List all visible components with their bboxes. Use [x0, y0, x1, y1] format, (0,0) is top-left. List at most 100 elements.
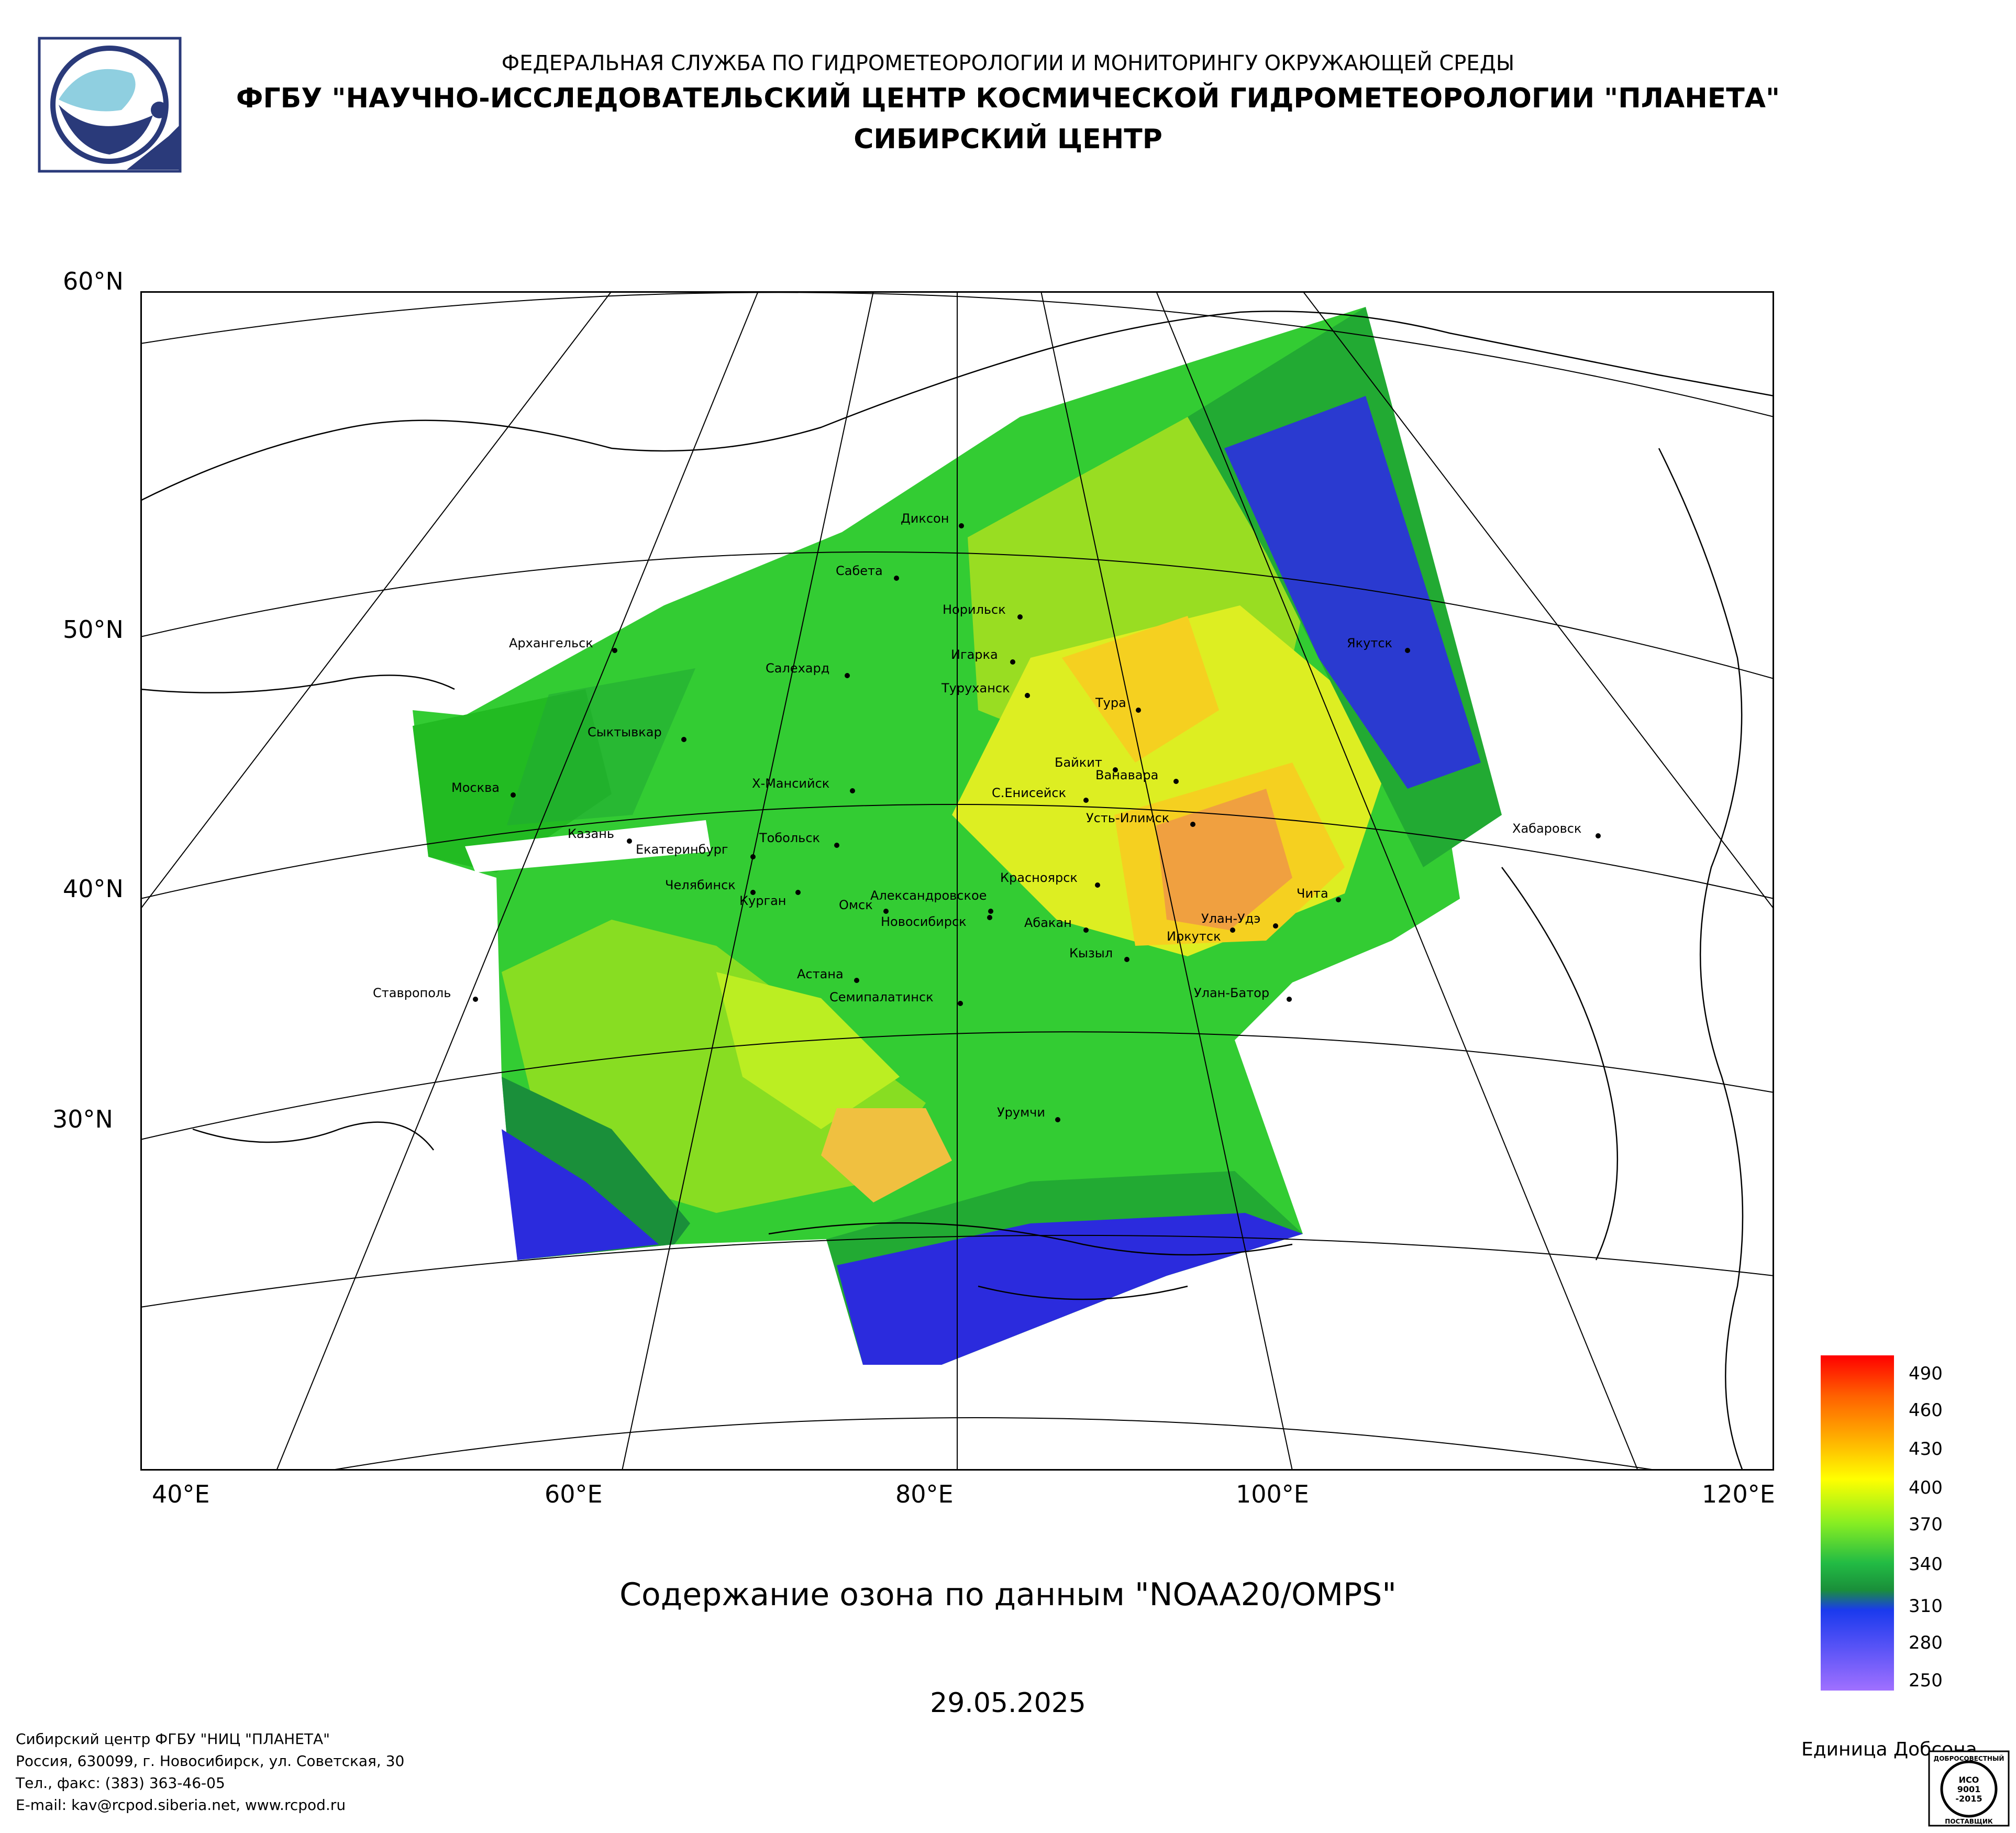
- legend-tick: 310: [1909, 1596, 1943, 1617]
- city-label: Красноярск: [1000, 870, 1078, 885]
- city-label: Игарка: [951, 647, 998, 662]
- city-label: Москва: [451, 780, 500, 795]
- city-chelyabinsk: Челябинск: [665, 878, 756, 895]
- city-dixon: Диксон: [901, 511, 964, 528]
- color-legend: 490 460 430 400 370 340 310 280 250: [1821, 1355, 1943, 1691]
- city-label: Архангельск: [509, 636, 593, 650]
- legend-tick: 460: [1909, 1400, 1943, 1421]
- map-date: 29.05.2025: [930, 1687, 1086, 1719]
- city-ekaterinburg: Екатеринбург: [636, 842, 756, 859]
- center-title: СИБИРСКИЙ ЦЕНТР: [854, 124, 1162, 155]
- city-kazan: Казань: [568, 826, 632, 844]
- svg-text:ДОБРОСОВЕСТНЫЙ: ДОБРОСОВЕСТНЫЙ: [1934, 1754, 2004, 1762]
- city-label: Сабета: [836, 564, 883, 578]
- lon-label-100: 100°E: [1236, 1480, 1309, 1508]
- city-label: Абакан: [1024, 915, 1072, 930]
- city-omsk: Омск: [839, 898, 889, 914]
- svg-text:ИСО: ИСО: [1959, 1775, 1979, 1785]
- iso-badge: ДОБРОСОВЕСТНЫЙ ИСО 9001 -2015 ПОСТАВЩИК: [1928, 1750, 2010, 1827]
- city-moscow: Москва: [451, 780, 516, 798]
- lat-label-30: 30°N: [52, 1105, 113, 1133]
- lon-label-120: 120°E: [1702, 1480, 1775, 1508]
- city-baykit: Байкит: [1055, 755, 1118, 772]
- city-stavropol: Ставрополь: [373, 986, 478, 1002]
- city-khabarovsk: Хабаровск: [1512, 821, 1601, 838]
- lat-label-50: 50°N: [63, 615, 124, 644]
- city-ust-ilimsk: Усть-Илимск: [1086, 811, 1195, 827]
- city-arkhangelsk: Архангельск: [509, 636, 617, 653]
- city-turukhansk: Туруханск: [941, 681, 1030, 698]
- city-label: Александровское: [870, 888, 987, 903]
- ozone-swath: [413, 307, 1502, 1365]
- city-label: Сыктывкар: [588, 725, 662, 739]
- legend-tick: 400: [1909, 1477, 1943, 1498]
- city-label: Тобольск: [759, 831, 820, 845]
- planeta-logo: [38, 37, 182, 173]
- city-label: Курган: [739, 893, 786, 908]
- legend-tick: 430: [1909, 1439, 1943, 1460]
- svg-text:-2015: -2015: [1955, 1794, 1982, 1804]
- city-yakutsk: Якутск: [1347, 636, 1410, 653]
- city-salekhard: Салехард: [766, 661, 850, 678]
- svg-text:ПОСТАВЩИК: ПОСТАВЩИК: [1945, 1818, 1993, 1825]
- city-label: Астана: [797, 967, 844, 981]
- legend-tick: 490: [1909, 1363, 1943, 1384]
- lat-label-60: 60°N: [63, 267, 124, 295]
- city-ulan-ude: Улан-Удэ: [1201, 911, 1278, 929]
- graticule: [140, 291, 1774, 1471]
- city-tobolsk: Тобольск: [759, 831, 839, 848]
- ozone-map: Диксон Сабета Норильск Архангельск Салех…: [140, 291, 1774, 1471]
- svg-text:9001: 9001: [1957, 1784, 1981, 1794]
- city-chita: Чита: [1297, 886, 1341, 902]
- city-ulan-bator: Улан-Батор: [1194, 986, 1292, 1002]
- city-khanty-mansiysk: Х-Мансийск: [752, 776, 855, 793]
- city-semipalatinsk: Семипалатинск: [829, 990, 963, 1006]
- city-aleksandrovskoe: Александровское: [870, 888, 993, 914]
- legend-tick: 340: [1909, 1554, 1943, 1575]
- city-markers: Диксон Сабета Норильск Архангельск Салех…: [373, 511, 1601, 1122]
- city-label: Иркутск: [1167, 929, 1221, 944]
- city-label: Байкит: [1055, 755, 1102, 770]
- city-irkutsk: Иркутск: [1167, 927, 1235, 944]
- city-abakan: Абакан: [1024, 915, 1089, 933]
- map-caption: Содержание озона по данным "NOAA20/OMPS": [619, 1576, 1397, 1613]
- city-tura: Тура: [1095, 695, 1141, 713]
- city-krasnoyarsk: Красноярск: [1000, 870, 1100, 888]
- city-kyzyl: Кызыл: [1069, 946, 1129, 962]
- city-label: Чита: [1297, 886, 1328, 901]
- city-label: Ванавара: [1095, 768, 1158, 782]
- lon-label-80: 80°E: [895, 1480, 954, 1508]
- lat-label-40: 40°N: [63, 875, 124, 903]
- footer-contact: Сибирский центр ФГБУ "НИЦ "ПЛАНЕТА" Росс…: [16, 1728, 404, 1816]
- city-label: Семипалатинск: [829, 990, 934, 1004]
- city-label: С.Енисейск: [992, 786, 1066, 800]
- city-label: Норильск: [943, 602, 1006, 617]
- agency-title: ФЕДЕРАЛЬНАЯ СЛУЖБА ПО ГИДРОМЕТЕОРОЛОГИИ …: [501, 51, 1515, 75]
- city-vanavara: Ванавара: [1095, 768, 1179, 784]
- city-kurgan: Курган: [739, 890, 801, 908]
- footer-address: Россия, 630099, г. Новосибирск, ул. Сове…: [16, 1752, 405, 1770]
- city-sabeta: Сабета: [836, 564, 899, 581]
- city-label: Якутск: [1347, 636, 1392, 650]
- city-label: Екатеринбург: [636, 842, 728, 857]
- city-novosibirsk: Новосибирск: [881, 914, 992, 929]
- footer-email: E-mail: kav@rcpod.siberia.net, www.rcpod…: [16, 1796, 346, 1814]
- city-label: Улан-Удэ: [1201, 911, 1260, 926]
- city-label: Ставрополь: [373, 986, 451, 1000]
- city-label: Урумчи: [997, 1105, 1045, 1120]
- legend-tick: 370: [1909, 1514, 1943, 1535]
- city-label: Диксон: [901, 511, 949, 526]
- city-label: Омск: [839, 898, 873, 912]
- city-label: Хабаровск: [1512, 821, 1581, 836]
- city-astana: Астана: [797, 967, 859, 983]
- city-label: Улан-Батор: [1194, 986, 1269, 1000]
- city-s-eniseysk: С.Енисейск: [992, 786, 1089, 803]
- city-syktyvkar: Сыктывкар: [588, 725, 686, 742]
- city-label: Усть-Илимск: [1086, 811, 1169, 825]
- city-label: Салехард: [766, 661, 829, 676]
- city-urumqi: Урумчи: [997, 1105, 1060, 1122]
- city-norilsk: Норильск: [943, 602, 1023, 620]
- footer-phone: Тел., факс: (383) 363-46-05: [16, 1774, 225, 1792]
- institute-title: ФГБУ "НАУЧНО-ИССЛЕДОВАТЕЛЬСКИЙ ЦЕНТР КОС…: [236, 83, 1780, 114]
- city-label: Тура: [1095, 695, 1126, 710]
